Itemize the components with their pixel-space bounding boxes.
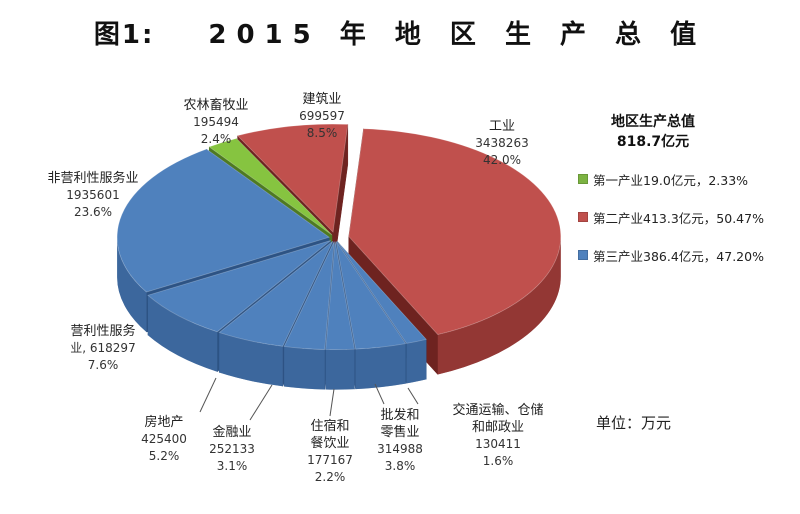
legend-swatch-red xyxy=(578,212,588,222)
leader-line xyxy=(407,387,419,405)
chart-legend: 地区生产总值 818.7亿元 第一产业19.0亿元，2.33% 第二产业413.… xyxy=(578,112,800,266)
legend-swatch-green xyxy=(578,174,588,184)
leader-line xyxy=(199,377,217,413)
legend-item-primary: 第一产业19.0亿元，2.33% xyxy=(578,168,800,190)
label-nonprofit-services: 非营利性服务业 1935601 23.6% xyxy=(47,171,139,219)
legend-item-tertiary: 第三产业386.4亿元，47.20% xyxy=(578,244,800,266)
legend-total: 818.7亿元 xyxy=(616,134,690,150)
pie-slice-top-9 xyxy=(236,123,349,233)
pie-slice-top-6 xyxy=(147,240,331,333)
leader-line xyxy=(249,384,273,421)
pie-slice-top-1 xyxy=(336,241,427,344)
pie-slice-top-8 xyxy=(208,138,333,236)
chart-title: 图1: 2015 年 地 区 生 产 总 值 xyxy=(0,14,800,51)
pie-slice-top-7 xyxy=(116,148,331,293)
label-industry: 工业 3438263 42.0% xyxy=(475,119,529,167)
label-construction: 建筑业 699597 8.5% xyxy=(299,92,345,140)
pie-slice-top-5 xyxy=(218,241,334,347)
legend-title: 地区生产总值 xyxy=(611,114,695,130)
unit-label: 单位：万元 xyxy=(596,414,672,432)
pie-slice-top-0 xyxy=(348,128,562,335)
leader-line xyxy=(329,388,335,417)
label-transport: 交通运输、仓储 和邮政业 130411 1.6% xyxy=(452,403,544,468)
label-real-estate: 房地产 425400 5.2% xyxy=(141,415,187,463)
label-for-profit-services: 营利性服务 业, 618297 7.6% xyxy=(70,324,136,372)
leader-line xyxy=(374,383,385,405)
pie-slice-top-3 xyxy=(325,241,355,350)
pie-slice-top-4 xyxy=(283,241,335,350)
pie-slice-top-2 xyxy=(335,241,407,350)
label-hospitality: 住宿和 餐饮业 177167 2.2% xyxy=(307,419,353,484)
figure-label: 图1: xyxy=(93,20,155,50)
label-finance: 金融业 252133 3.1% xyxy=(209,425,255,473)
legend-item-secondary: 第二产业413.3亿元，50.47% xyxy=(578,206,800,228)
label-agriculture: 农林畜牧业 195494 2.4% xyxy=(183,98,249,146)
legend-swatch-blue xyxy=(578,250,588,260)
title-text: 2015 年 地 区 生 产 总 值 xyxy=(208,20,707,50)
label-wholesale-retail: 批发和 零售业 314988 3.8% xyxy=(377,408,423,473)
